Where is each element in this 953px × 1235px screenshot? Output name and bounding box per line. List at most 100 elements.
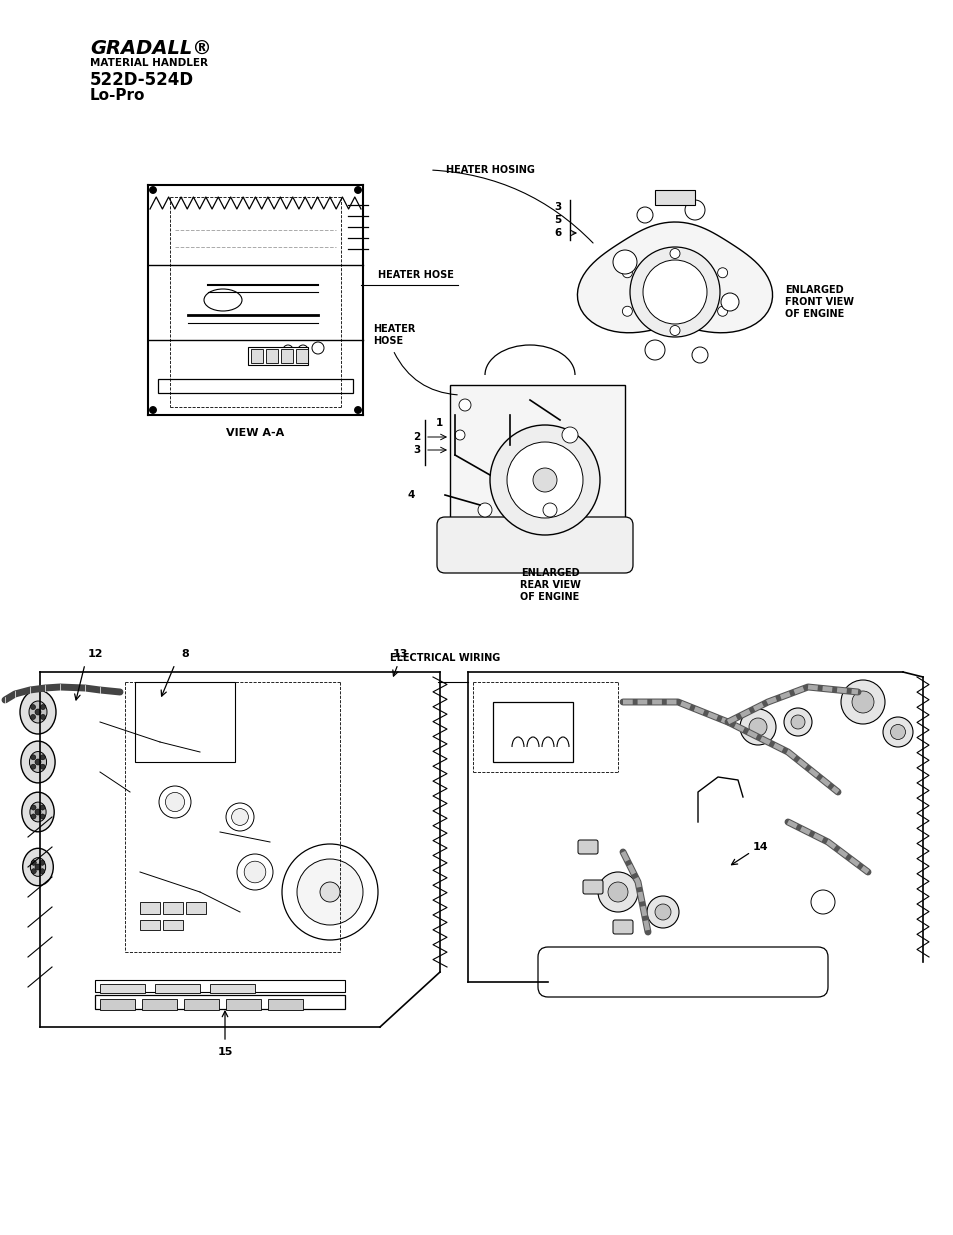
Bar: [140, 902, 160, 914]
Circle shape: [621, 268, 632, 278]
Circle shape: [691, 347, 707, 363]
Circle shape: [646, 897, 679, 927]
Circle shape: [607, 882, 627, 902]
Bar: [450, 385, 624, 545]
Bar: [158, 379, 353, 393]
Text: MATERIAL HANDLER: MATERIAL HANDLER: [90, 58, 208, 68]
Circle shape: [851, 692, 873, 713]
Bar: [281, 350, 293, 363]
Circle shape: [355, 186, 361, 194]
FancyBboxPatch shape: [436, 517, 633, 573]
Text: 2: 2: [413, 432, 420, 442]
Circle shape: [35, 760, 41, 764]
Circle shape: [319, 882, 339, 902]
Circle shape: [31, 814, 36, 819]
Bar: [266, 350, 277, 363]
Circle shape: [165, 793, 185, 811]
Bar: [100, 984, 145, 993]
Circle shape: [40, 764, 45, 769]
Circle shape: [841, 680, 884, 724]
Text: 3: 3: [554, 203, 561, 212]
Text: 8: 8: [181, 650, 189, 659]
Circle shape: [30, 704, 35, 710]
Circle shape: [669, 248, 679, 258]
Circle shape: [542, 503, 557, 517]
Circle shape: [40, 814, 45, 819]
Circle shape: [720, 293, 739, 311]
Circle shape: [717, 306, 727, 316]
Circle shape: [30, 755, 36, 760]
Circle shape: [35, 709, 41, 715]
Circle shape: [889, 725, 904, 740]
Text: 3: 3: [413, 445, 420, 454]
Text: 13: 13: [392, 650, 407, 659]
Text: ENLARGED
FRONT VIEW
OF ENGINE: ENLARGED FRONT VIEW OF ENGINE: [784, 285, 853, 319]
Circle shape: [283, 345, 293, 354]
Circle shape: [31, 861, 36, 866]
Circle shape: [312, 342, 324, 354]
Text: 15: 15: [217, 1047, 233, 1057]
Bar: [251, 350, 263, 363]
Text: 14: 14: [752, 842, 768, 852]
Circle shape: [159, 785, 191, 818]
Bar: [295, 350, 308, 363]
Bar: [95, 981, 345, 992]
Circle shape: [621, 306, 632, 316]
Circle shape: [740, 709, 775, 745]
Bar: [163, 920, 183, 930]
Ellipse shape: [29, 701, 47, 722]
Bar: [210, 984, 254, 993]
Bar: [268, 999, 303, 1010]
Ellipse shape: [30, 802, 46, 823]
Text: 5: 5: [554, 215, 561, 225]
Polygon shape: [577, 222, 772, 332]
Circle shape: [455, 430, 464, 440]
Circle shape: [561, 427, 578, 443]
Circle shape: [35, 809, 41, 815]
Circle shape: [882, 718, 912, 747]
Circle shape: [717, 268, 727, 278]
Circle shape: [232, 809, 248, 825]
Bar: [140, 920, 160, 930]
Circle shape: [783, 708, 811, 736]
Text: HEATER HOSING: HEATER HOSING: [445, 165, 534, 175]
Circle shape: [40, 704, 46, 710]
Circle shape: [297, 345, 308, 354]
Circle shape: [296, 860, 363, 925]
Circle shape: [490, 425, 599, 535]
Circle shape: [644, 340, 664, 359]
FancyBboxPatch shape: [537, 947, 827, 997]
Circle shape: [642, 261, 706, 324]
Circle shape: [655, 904, 670, 920]
Ellipse shape: [20, 690, 56, 734]
Circle shape: [477, 503, 492, 517]
Text: Lo-Pro: Lo-Pro: [90, 88, 145, 103]
Bar: [100, 999, 135, 1010]
Ellipse shape: [204, 289, 242, 311]
Circle shape: [40, 805, 45, 810]
Circle shape: [40, 755, 45, 760]
Bar: [142, 999, 177, 1010]
Circle shape: [150, 186, 156, 194]
Circle shape: [150, 406, 156, 414]
Circle shape: [282, 844, 377, 940]
FancyBboxPatch shape: [613, 920, 633, 934]
Circle shape: [810, 890, 834, 914]
Circle shape: [613, 249, 637, 274]
Circle shape: [244, 861, 266, 883]
Bar: [163, 902, 183, 914]
Ellipse shape: [30, 752, 47, 772]
Circle shape: [598, 872, 638, 911]
Ellipse shape: [22, 792, 54, 832]
Circle shape: [629, 247, 720, 337]
Bar: [95, 995, 345, 1009]
Text: HEATER
HOSE: HEATER HOSE: [373, 325, 415, 346]
Bar: [186, 902, 206, 914]
Circle shape: [30, 764, 36, 769]
Text: 522D-524D: 522D-524D: [90, 70, 193, 89]
Circle shape: [31, 805, 36, 810]
Ellipse shape: [30, 857, 46, 877]
Circle shape: [226, 803, 253, 831]
Circle shape: [684, 200, 704, 220]
Circle shape: [637, 207, 652, 224]
